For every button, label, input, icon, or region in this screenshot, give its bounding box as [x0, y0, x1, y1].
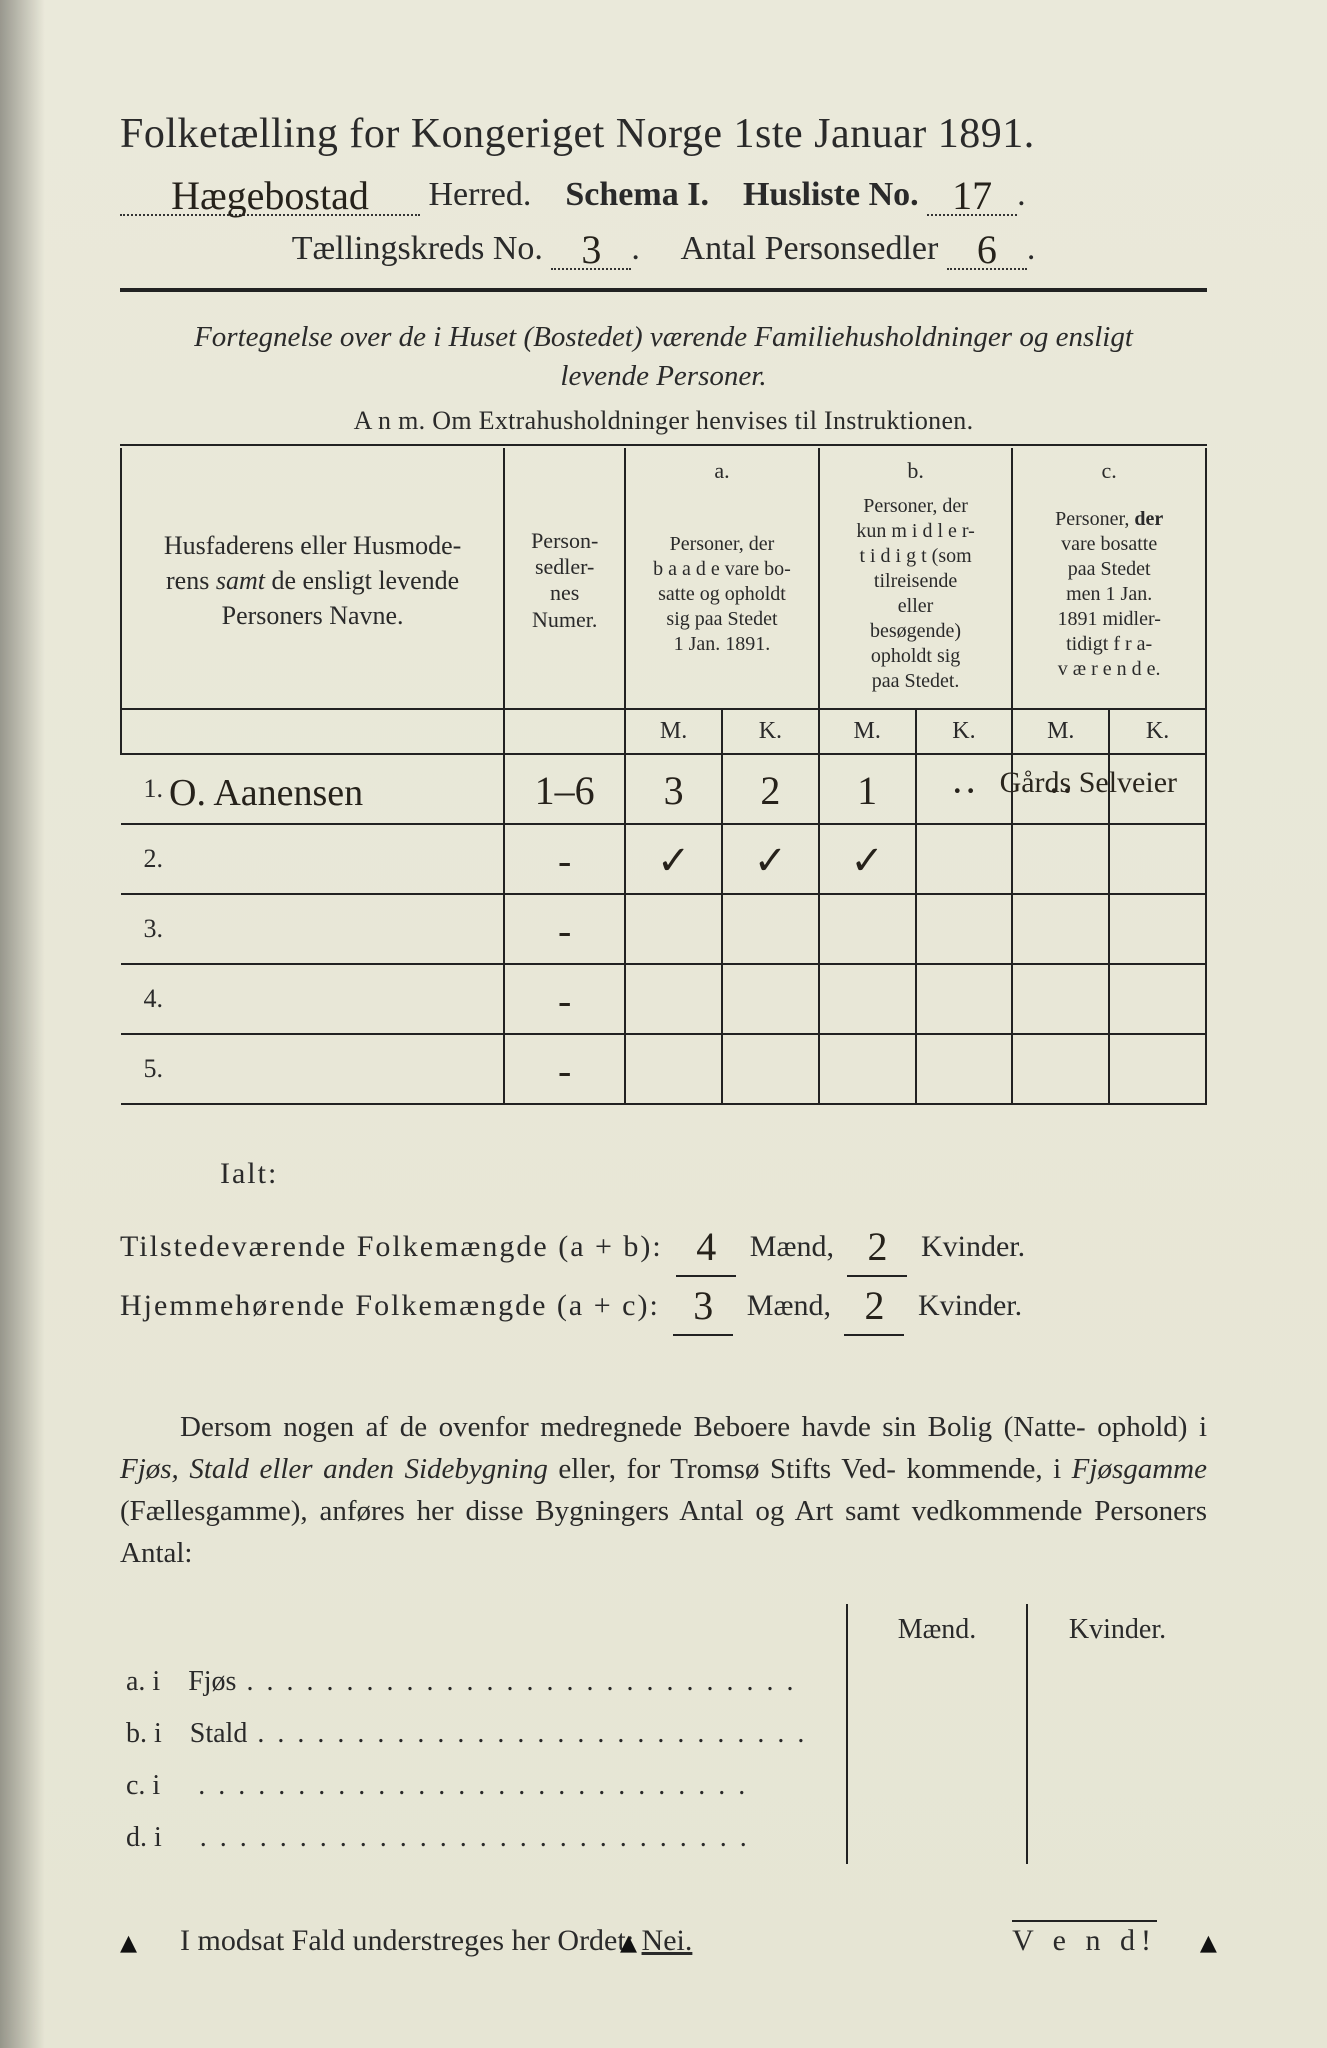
- col-header-a: Personer, derb a a d e vare bo-satte og …: [625, 490, 819, 709]
- maend-label-2: Mænd,: [747, 1289, 831, 1322]
- col-header-c-top: c.: [1012, 448, 1206, 490]
- hjemme-label: Hjemmehørende Folkemængde (a + c):: [120, 1289, 660, 1322]
- kvinder-label-2: Kvinder.: [918, 1289, 1022, 1322]
- margin-note-1: Gårds Selveier: [1000, 766, 1177, 800]
- scan-mark: ▴: [1200, 1922, 1217, 1962]
- tilstede-m: 4: [696, 1231, 716, 1263]
- ialt-label: Ialt:: [220, 1157, 278, 1190]
- main-table-wrap: Husfaderens eller Husmode-rens samt de e…: [120, 448, 1207, 1105]
- tilstede-label: Tilstedeværende Folkemængde (a + b):: [120, 1230, 663, 1263]
- maend-label: Mænd,: [750, 1230, 834, 1263]
- header-line-3: Tællingskreds No. 3. Antal Personsedler …: [120, 230, 1207, 270]
- hdr-a-k: K.: [722, 709, 819, 754]
- hdr-c-k: K.: [1109, 709, 1206, 754]
- table-row: 4.-: [121, 964, 1206, 1034]
- hdr-b-k: K.: [916, 709, 1013, 754]
- blg-hdr-m: Mænd.: [847, 1604, 1027, 1656]
- vend-label: V e n d!: [1012, 1920, 1157, 1958]
- hdr-c-m: M.: [1012, 709, 1109, 754]
- table-row: 5.-: [121, 1034, 1206, 1104]
- hdr-b-m: M.: [819, 709, 916, 754]
- nei-word: Nei.: [642, 1924, 693, 1957]
- kvinder-label: Kvinder.: [921, 1230, 1025, 1263]
- kreds-no: 3: [581, 234, 601, 266]
- buildings-table: Mænd. Kvinder. a. i Fjøs . . . . . . . .…: [120, 1604, 1207, 1864]
- blg-hdr-k: Kvinder.: [1027, 1604, 1207, 1656]
- husliste-no: 17: [952, 180, 992, 212]
- col-header-name: Husfaderens eller Husmode-rens samt de e…: [121, 448, 504, 709]
- nei-text: I modsat Fald understreges her Ordet:: [180, 1924, 634, 1957]
- hjemme-m: 3: [693, 1290, 713, 1322]
- buildings-row: c. i . . . . . . . . . . . . . . . . . .…: [120, 1760, 1207, 1812]
- herred-label: Herred.: [429, 176, 532, 213]
- husliste-label: Husliste No.: [743, 176, 919, 213]
- intro-line2: levende Personer.: [560, 360, 766, 392]
- col-header-b: Personer, derkun m i d l e r-t i d i g t…: [819, 490, 1013, 709]
- scan-mark: ▴: [620, 1922, 637, 1962]
- antal-no: 6: [977, 234, 997, 266]
- buildings-row: b. i Stald . . . . . . . . . . . . . . .…: [120, 1708, 1207, 1760]
- hjemme-k: 2: [864, 1290, 884, 1322]
- scan-shadow: [0, 0, 45, 2048]
- antal-label: Antal Personsedler: [681, 230, 939, 267]
- hdr-a-m: M.: [625, 709, 722, 754]
- col-header-a-top: a.: [625, 448, 819, 490]
- kreds-label: Tællingskreds No.: [292, 230, 543, 267]
- census-form-page: Folketælling for Kongeriget Norge 1ste J…: [0, 0, 1327, 2048]
- header-line-2: Hægebostad Herred. Schema I. Husliste No…: [120, 176, 1207, 216]
- col-header-b-top: b.: [819, 448, 1013, 490]
- tilstede-k: 2: [867, 1231, 887, 1263]
- buildings-row: a. i Fjøs . . . . . . . . . . . . . . . …: [120, 1656, 1207, 1708]
- col-header-c: Personer, dervare bosattepaa Stedetmen 1…: [1012, 490, 1206, 709]
- table-row: 3.-: [121, 894, 1206, 964]
- col-header-num: Person-sedler-nesNumer.: [504, 448, 625, 709]
- schema-label: Schema I.: [565, 176, 709, 213]
- buildings-row: d. i . . . . . . . . . . . . . . . . . .…: [120, 1812, 1207, 1864]
- totals-block: Ialt: Tilstedeværende Folkemængde (a + b…: [120, 1145, 1207, 1336]
- divider-thick: [120, 288, 1207, 292]
- page-title: Folketælling for Kongeriget Norge 1ste J…: [120, 110, 1207, 158]
- divider-thin: [120, 444, 1207, 446]
- herred-name-handwritten: Hægebostad: [171, 180, 369, 212]
- anm-note: A n m. Om Extrahusholdninger henvises ti…: [120, 406, 1207, 436]
- intro-text: Fortegnelse over de i Huset (Bostedet) v…: [120, 318, 1207, 396]
- table-row: 2.-✓✓✓: [121, 824, 1206, 894]
- building-paragraph: Dersom nogen af de ovenfor medregnede Be…: [120, 1406, 1207, 1574]
- intro-line1: Fortegnelse over de i Huset (Bostedet) v…: [194, 321, 1133, 353]
- scan-mark: ▴: [120, 1922, 137, 1962]
